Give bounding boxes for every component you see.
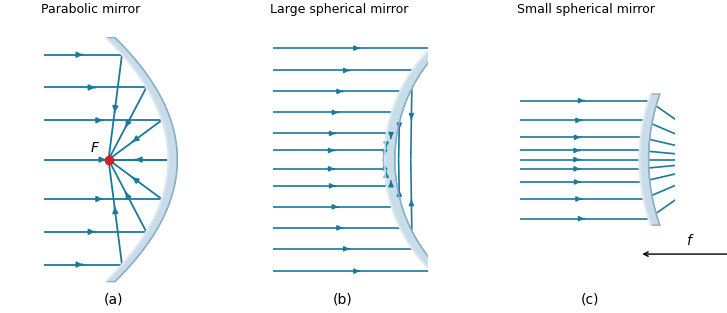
Text: f: f <box>686 233 691 248</box>
Text: Large spherical mirror: Large spherical mirror <box>270 3 409 16</box>
Text: (c): (c) <box>580 292 599 306</box>
Text: F: F <box>90 141 98 155</box>
Polygon shape <box>640 94 660 225</box>
Polygon shape <box>385 38 453 282</box>
Text: (b): (b) <box>332 292 353 306</box>
Text: (a): (a) <box>103 292 123 306</box>
Polygon shape <box>105 38 177 282</box>
Text: Small spherical mirror: Small spherical mirror <box>518 3 655 16</box>
Text: Parabolic mirror: Parabolic mirror <box>41 3 140 16</box>
